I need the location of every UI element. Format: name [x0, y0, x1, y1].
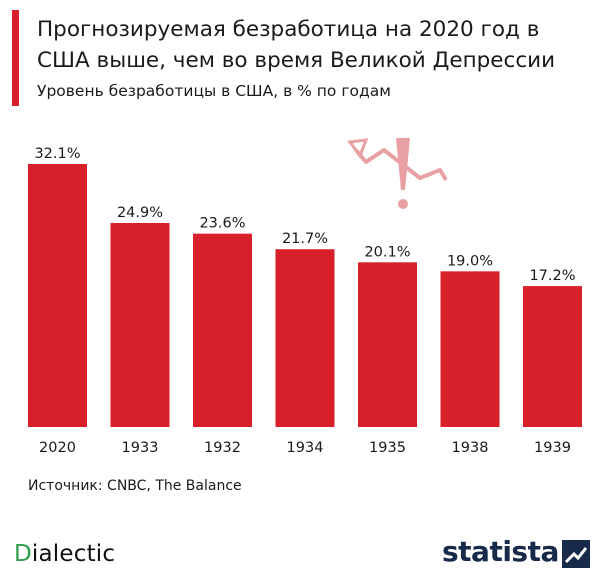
value-label-2020: 32.1% — [34, 146, 80, 162]
bar-1935 — [358, 262, 417, 427]
value-label-1938: 19.0% — [447, 253, 493, 269]
category-label-1939: 1939 — [534, 440, 571, 456]
category-label-1938: 1938 — [452, 440, 489, 456]
chart-title: Прогнозируемая безработица на 2020 год в… — [37, 17, 556, 73]
bar-2020 — [28, 164, 87, 427]
bar-1932 — [193, 233, 252, 427]
value-label-1932: 23.6% — [199, 216, 245, 232]
chart-subtitle: Уровень безработицы в США, в % по годам — [37, 82, 391, 100]
value-label-1934: 21.7% — [282, 231, 328, 247]
category-label-1934: 1934 — [287, 440, 324, 456]
rising-arrow-exclamation-icon — [347, 138, 448, 209]
category-label-1933: 1933 — [122, 440, 159, 456]
source-note: Источник: CNBC, The Balance — [28, 478, 242, 494]
value-label-1939: 17.2% — [529, 268, 575, 284]
bar-chart: 32.1% 2020 24.9% 1933 23.6% 1932 21.7% 1934 20.1… — [28, 138, 582, 456]
bar-1939 — [523, 286, 582, 427]
bar-1933 — [110, 222, 170, 427]
bar-1938 — [440, 271, 500, 427]
value-label-1933: 24.9% — [117, 205, 163, 221]
statista-mark-icon — [562, 540, 590, 568]
value-label-1935: 20.1% — [364, 244, 410, 260]
category-label-2020: 2020 — [39, 440, 76, 456]
dialectic-logo-text: ialectic — [31, 541, 116, 567]
category-label-1935: 1935 — [369, 440, 406, 456]
title-accent-bar — [12, 10, 19, 106]
statista-logo: statista — [442, 535, 559, 568]
dialectic-logo: Dialectic — [14, 541, 115, 567]
dialectic-logo-initial: D — [14, 541, 32, 567]
bar-1934 — [275, 249, 335, 427]
category-label-1932: 1932 — [204, 440, 241, 456]
